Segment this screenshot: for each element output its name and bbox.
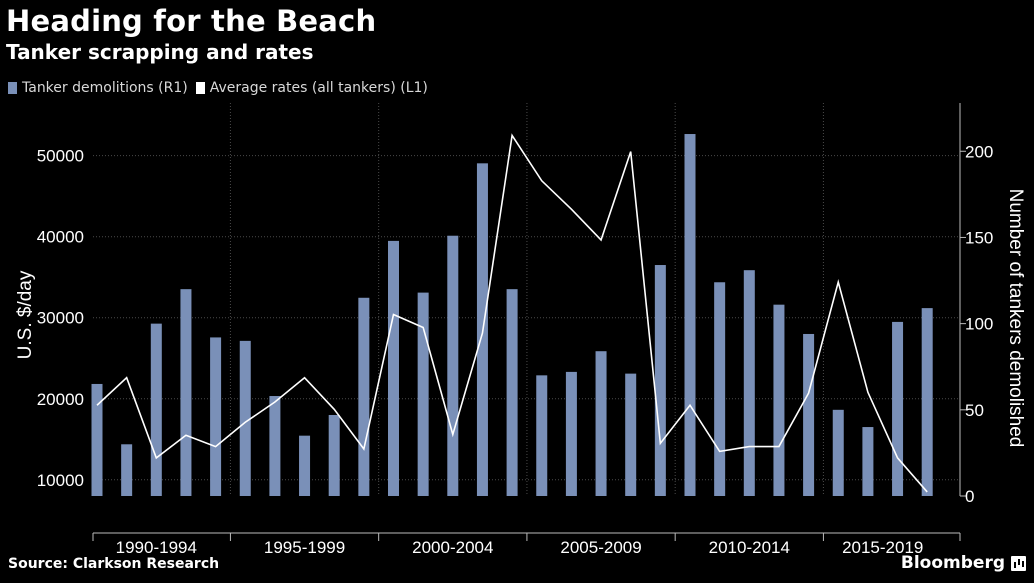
y-axis-left-label: U.S. $/day bbox=[15, 270, 36, 359]
bar bbox=[269, 396, 281, 496]
bar bbox=[121, 444, 133, 496]
y-tick-left: 40000 bbox=[37, 228, 84, 247]
x-tick-label: 2005-2009 bbox=[560, 538, 641, 557]
bar bbox=[150, 323, 162, 496]
y-axis-right-label: Number of tankers demolished bbox=[1005, 189, 1026, 448]
axes: 10000 20000 30000 40000 50000 0 50 100 150 200 199… bbox=[37, 103, 993, 557]
chart-title: Heading for the Beach bbox=[6, 4, 377, 38]
bar bbox=[239, 340, 251, 496]
line-series bbox=[96, 133, 928, 493]
legend-swatch-demolitions bbox=[8, 82, 17, 94]
bar bbox=[714, 282, 726, 496]
bar bbox=[358, 297, 370, 496]
bar bbox=[625, 373, 637, 496]
source-note: Source: Clarkson Research bbox=[8, 556, 220, 572]
bar bbox=[684, 134, 696, 497]
y-tick-left: 10000 bbox=[37, 471, 84, 490]
y-tick-left: 20000 bbox=[37, 390, 84, 409]
legend-item-rates: Average rates (all tankers) (L1) bbox=[195, 80, 428, 96]
brand-name: Bloomberg bbox=[900, 553, 1005, 573]
bar bbox=[506, 289, 518, 496]
bar bbox=[328, 414, 340, 496]
chart-subtitle: Tanker scrapping and rates bbox=[6, 40, 314, 64]
x-tick-label: 2015-2019 bbox=[842, 538, 923, 557]
bar bbox=[210, 337, 222, 496]
x-tick-label: 2010-2014 bbox=[709, 538, 790, 557]
rate-line bbox=[96, 133, 928, 493]
bars-series bbox=[91, 134, 933, 497]
y-tick-right: 150 bbox=[965, 228, 993, 247]
legend-item-demolitions: Tanker demolitions (R1) bbox=[8, 80, 188, 96]
y-tick-right: 200 bbox=[965, 142, 993, 161]
bar bbox=[91, 383, 103, 496]
bar bbox=[921, 308, 933, 496]
y-tick-left: 30000 bbox=[37, 309, 84, 328]
legend: Tanker demolitions (R1) Average rates (a… bbox=[8, 80, 428, 96]
bar bbox=[595, 351, 607, 496]
y-tick-left: 50000 bbox=[37, 147, 84, 166]
grid-lines bbox=[93, 103, 960, 496]
legend-swatch-rates bbox=[195, 82, 205, 94]
bar bbox=[862, 427, 874, 496]
bar bbox=[447, 235, 459, 496]
bar bbox=[417, 292, 429, 496]
bar bbox=[892, 321, 904, 496]
y-tick-right: 50 bbox=[965, 401, 984, 420]
bar bbox=[565, 371, 577, 496]
legend-label-rates: Average rates (all tankers) (L1) bbox=[209, 80, 428, 96]
bar bbox=[832, 409, 844, 496]
legend-label-demolitions: Tanker demolitions (R1) bbox=[22, 80, 188, 96]
bar bbox=[803, 333, 815, 496]
bar bbox=[388, 240, 399, 496]
bar bbox=[536, 375, 548, 496]
bar bbox=[743, 270, 755, 496]
bar bbox=[180, 289, 192, 496]
bloomberg-logo-icon bbox=[1011, 555, 1026, 571]
y-tick-right: 100 bbox=[965, 315, 993, 334]
x-tick-label: 2000-2004 bbox=[412, 538, 493, 557]
bar bbox=[299, 435, 311, 496]
brand: Bloomberg bbox=[901, 553, 1026, 573]
bar bbox=[773, 304, 785, 496]
bar bbox=[654, 265, 666, 496]
x-tick-label: 1995-1999 bbox=[264, 538, 345, 557]
y-tick-right: 0 bbox=[965, 487, 974, 506]
x-tick-label: 1990-1994 bbox=[116, 538, 197, 557]
